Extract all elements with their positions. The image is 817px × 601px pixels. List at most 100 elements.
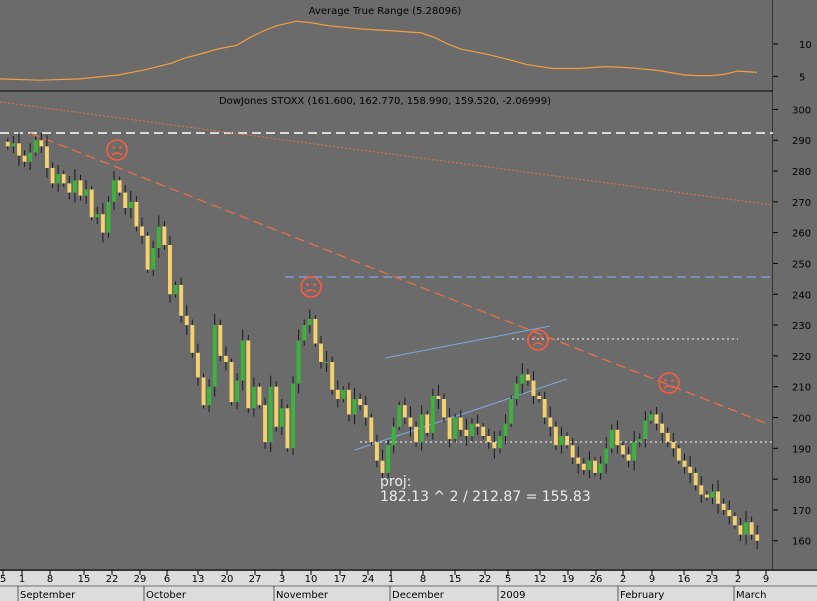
candle	[621, 441, 625, 458]
projection-formula: 182.13 ^ 2 / 212.87 = 155.83	[380, 489, 591, 505]
candle	[72, 169, 77, 203]
candle-body	[442, 399, 446, 418]
candle-body	[565, 435, 570, 446]
candle	[374, 434, 379, 468]
candle-body	[704, 494, 709, 498]
x-tick-label: 5	[0, 574, 6, 585]
candle	[615, 420, 620, 454]
candle-body	[22, 155, 27, 162]
main-title: DowJones STOXX (161.600, 162.770, 158.99…	[219, 96, 551, 107]
candle	[341, 386, 346, 403]
candle	[369, 413, 374, 446]
candle-body	[335, 389, 340, 400]
candle	[212, 313, 217, 397]
candle	[721, 498, 726, 515]
candle-body	[598, 463, 603, 473]
candle	[402, 397, 407, 425]
candle-body	[397, 405, 402, 427]
candle-body	[509, 399, 514, 424]
x-tick-label: 15	[78, 574, 91, 585]
candle	[542, 391, 547, 425]
candle	[335, 380, 340, 408]
candle	[84, 180, 89, 204]
candle-body	[246, 340, 251, 409]
candle-body	[503, 423, 508, 436]
x-tick-label: 13	[192, 574, 205, 585]
candle-body	[61, 174, 66, 184]
candle-body	[319, 343, 323, 363]
candle	[190, 319, 195, 358]
candle-body	[380, 460, 385, 473]
candle	[458, 410, 463, 437]
candle	[464, 418, 469, 446]
candle	[95, 206, 100, 224]
candle-body	[447, 417, 452, 440]
candle-body	[17, 143, 21, 156]
candle	[497, 430, 502, 454]
candle	[285, 404, 290, 452]
candle	[195, 343, 200, 386]
candle	[430, 388, 435, 440]
candle	[475, 414, 480, 436]
candle	[408, 406, 413, 437]
candle	[559, 426, 564, 454]
price-tick-label: 160	[792, 537, 811, 548]
candle	[5, 138, 10, 150]
candle-body	[593, 460, 597, 473]
candle	[61, 170, 66, 187]
candle	[89, 185, 94, 221]
x-tick-label: 8	[420, 574, 426, 585]
candle	[727, 500, 732, 525]
x-tick-label: 17	[334, 574, 347, 585]
candle-body	[207, 386, 212, 406]
x-tick-label: 2	[620, 574, 626, 585]
candle-body	[184, 315, 189, 326]
candle-body	[414, 426, 419, 443]
candle	[391, 417, 396, 454]
price-tick-label: 200	[792, 413, 811, 424]
atr-series	[0, 20, 758, 81]
candle-body	[134, 201, 139, 227]
candle-body	[156, 226, 161, 249]
candle-body	[525, 374, 530, 381]
candle	[744, 511, 748, 545]
candle	[704, 490, 709, 501]
candle	[660, 412, 665, 443]
candle	[140, 217, 144, 245]
candle-body	[755, 534, 760, 541]
candle	[553, 421, 558, 451]
candle-body	[117, 180, 122, 193]
candle-body	[453, 417, 458, 440]
candle-body	[710, 491, 715, 498]
candle	[179, 277, 184, 323]
candle-body	[408, 417, 413, 427]
candle	[732, 512, 737, 529]
candle	[419, 405, 424, 451]
candle	[565, 432, 570, 449]
x-tick-label: 22	[106, 574, 119, 585]
candle	[268, 375, 273, 453]
candle	[453, 413, 458, 443]
candle-body	[291, 383, 295, 449]
x-tick-label: 12	[534, 574, 547, 585]
candle	[386, 439, 391, 478]
candle	[693, 467, 698, 491]
candles	[5, 132, 760, 550]
candle	[134, 196, 139, 232]
candle-body	[581, 463, 586, 470]
month-label: October	[146, 590, 187, 601]
month-label: December	[392, 590, 445, 601]
x-tick-label: 22	[479, 574, 492, 585]
x-tick-label: 5	[505, 574, 511, 585]
price-tick-label: 190	[792, 444, 811, 455]
y-axis-area	[773, 0, 817, 586]
candle-body	[324, 362, 329, 364]
candle-body	[78, 180, 83, 196]
candle	[604, 437, 609, 474]
candle-body	[145, 235, 150, 270]
candle	[710, 484, 715, 505]
x-tick-label: 26	[590, 574, 603, 585]
candle-body	[128, 201, 133, 208]
candle	[442, 393, 446, 423]
